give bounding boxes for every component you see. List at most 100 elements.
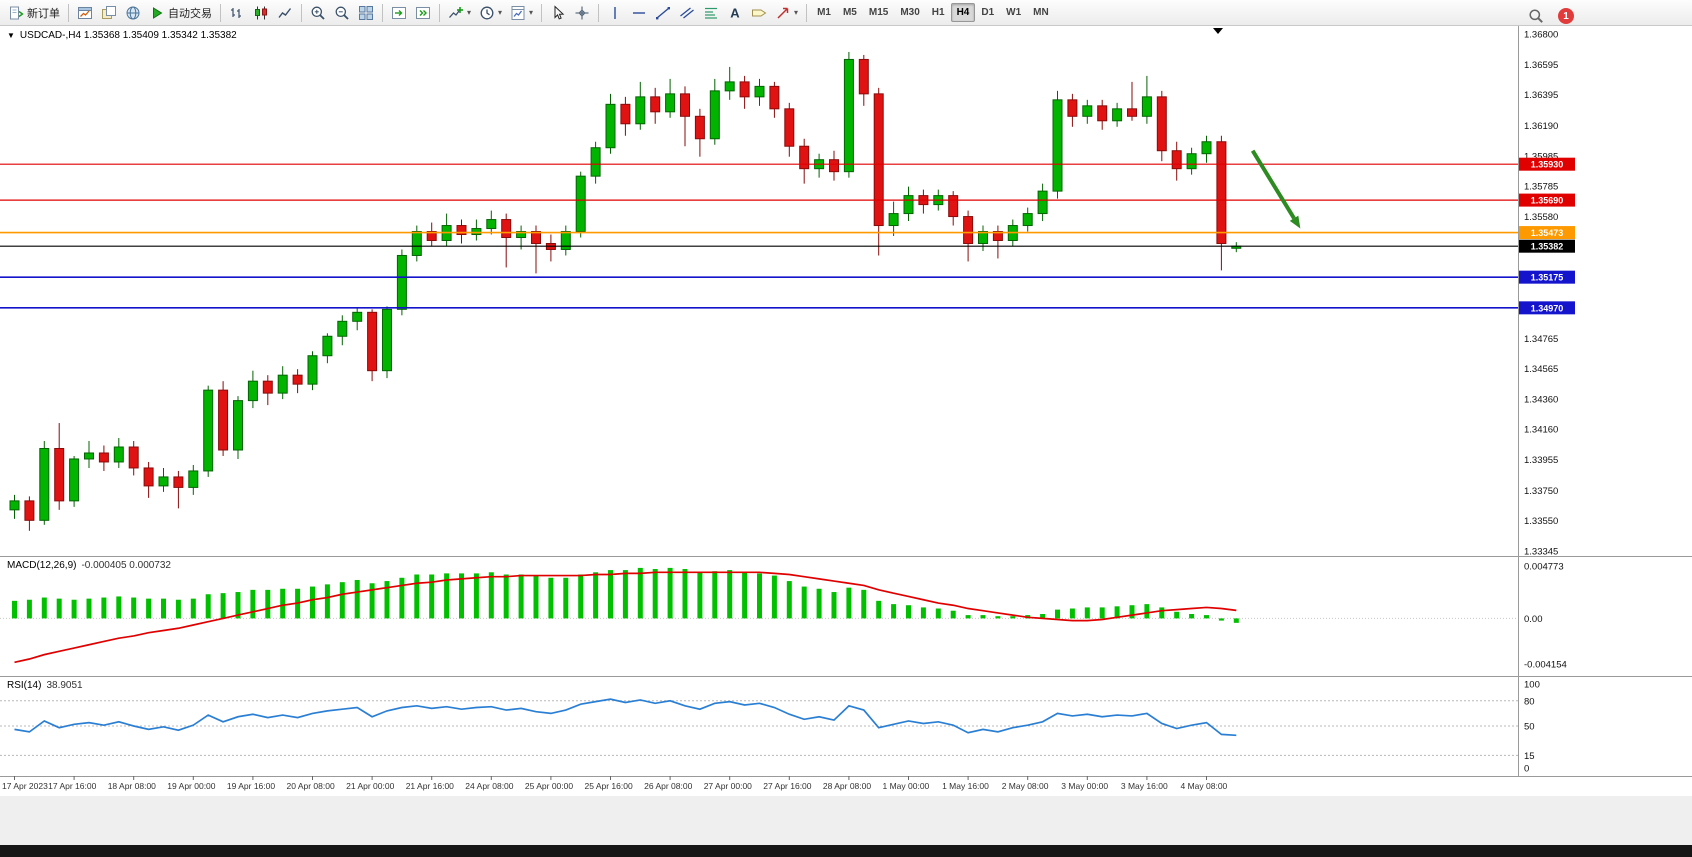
candle (531, 231, 541, 244)
timeframe-m15-button[interactable]: M15 (868, 7, 889, 18)
svg-text:0: 0 (1524, 764, 1529, 775)
label-tool-button[interactable] (747, 1, 771, 25)
candle (829, 159, 839, 173)
crosshair-button[interactable] (570, 1, 594, 25)
macd-histogram-bar (175, 599, 181, 619)
collapse-triangle-icon[interactable]: ▼ (7, 31, 15, 40)
macd-histogram-bar (1129, 605, 1135, 619)
macd-histogram-bar (26, 599, 32, 619)
candle (128, 446, 139, 469)
horizontal-line-tool-button[interactable] (627, 1, 651, 25)
candle (992, 231, 1003, 242)
macd-histogram-bar (518, 574, 524, 619)
timeframe-h1-button[interactable]: H1 (931, 7, 945, 18)
candle (396, 254, 407, 310)
macd-histogram-bar (369, 583, 375, 619)
trendline-tool-button[interactable] (651, 1, 675, 25)
tile-windows-button[interactable] (354, 1, 378, 25)
zoom-out-button[interactable] (330, 1, 354, 25)
macd-histogram-bar (414, 574, 420, 619)
macd-histogram-bar (473, 573, 479, 619)
macd-histogram-bar (1055, 609, 1060, 619)
time-axis-label: 20 Apr 08:00 (287, 781, 335, 791)
macd-histogram-bar (1174, 611, 1180, 619)
candle (84, 452, 94, 460)
svg-text:1.35690: 1.35690 (1531, 196, 1564, 206)
macd-histogram-bar (488, 572, 494, 619)
search-button[interactable] (1524, 4, 1548, 28)
candle (1156, 96, 1167, 152)
auto-trading-label: 自动交易 (168, 7, 212, 20)
channel-tool-button[interactable] (675, 1, 699, 25)
macd-histogram-bar (1218, 618, 1224, 621)
zoom-in-button[interactable] (306, 1, 330, 25)
candle (769, 85, 780, 110)
bar-chart-mode-button[interactable] (225, 1, 249, 25)
svg-text:1.35985: 1.35985 (1524, 151, 1558, 162)
magnifier-icon (1528, 8, 1544, 24)
candle (1201, 141, 1212, 155)
macd-histogram-bar (146, 598, 152, 619)
rsi-indicator-label: RSI(14) (7, 680, 42, 691)
time-axis-label: 24 Apr 08:00 (465, 781, 513, 791)
candle (1037, 190, 1048, 215)
cursor-button[interactable] (546, 1, 570, 25)
indicators-button[interactable]: ▾ (444, 1, 475, 25)
chart-shift-button[interactable] (411, 1, 435, 25)
trend-arrow-annotation[interactable] (1250, 149, 1301, 229)
time-axis-label: 25 Apr 00:00 (525, 781, 573, 791)
candle (1112, 108, 1123, 122)
macd-histogram-bar (459, 573, 464, 619)
candle (337, 320, 348, 337)
timeframe-m1-button[interactable]: M1 (817, 7, 831, 18)
candle (739, 81, 750, 98)
vline-icon (607, 5, 623, 21)
macd-histogram-bar (578, 574, 584, 619)
timeframe-mn-button[interactable]: MN (1033, 7, 1049, 18)
macd-histogram (12, 567, 1239, 623)
timeframe-d1-button[interactable]: D1 (981, 7, 995, 18)
candle (963, 216, 974, 244)
notification-badge[interactable]: 1 (1558, 8, 1574, 24)
candle (1097, 105, 1108, 122)
fibonacci-tool-button[interactable] (699, 1, 723, 25)
timeframe-m5-button[interactable]: M5 (842, 7, 857, 18)
timeframe-w1-button[interactable]: W1 (1006, 7, 1022, 18)
candle (1052, 99, 1063, 192)
data-window-button[interactable] (121, 1, 145, 25)
toolbar-separator (806, 3, 808, 22)
new-order-label: 新订单 (27, 7, 60, 20)
periods-button[interactable]: ▾ (475, 1, 506, 25)
candle (575, 175, 586, 233)
profiles-button[interactable] (97, 1, 121, 25)
timeframe-m30-button[interactable]: M30 (900, 7, 920, 18)
timeframe-h4-button[interactable]: H4 (950, 3, 976, 22)
macd-histogram-bar (1010, 616, 1016, 619)
charts-button[interactable] (73, 1, 97, 25)
svg-text:1.34160: 1.34160 (1524, 425, 1558, 436)
toolbar-right-tools: 1 (1524, 4, 1574, 28)
arrows-tool-button[interactable]: ▾ (771, 1, 802, 25)
macd-histogram-bar (712, 571, 718, 619)
time-axis-label: 27 Apr 16:00 (763, 781, 811, 791)
new-order-button[interactable]: 新订单 (4, 1, 64, 25)
macd-histogram-bar (429, 574, 435, 619)
candle (754, 85, 765, 98)
macd-histogram-bar (310, 586, 315, 619)
svg-text:1.34970: 1.34970 (1531, 303, 1564, 313)
templates-button[interactable]: ▾ (506, 1, 537, 25)
auto-scroll-button[interactable] (387, 1, 411, 25)
candle (888, 213, 899, 227)
text-tool-button[interactable]: A (723, 1, 747, 25)
macd-histogram-bar (1040, 614, 1046, 619)
macd-histogram-bar (444, 573, 450, 619)
toolbar-separator (301, 3, 302, 22)
vertical-line-tool-button[interactable] (603, 1, 627, 25)
auto-trading-button[interactable]: 自动交易 (145, 1, 216, 25)
macd-histogram-bar (161, 598, 166, 619)
macd-histogram-bar (727, 570, 733, 619)
candlestick-mode-button[interactable] (249, 1, 273, 25)
line-chart-mode-button[interactable] (273, 1, 297, 25)
chart-shift-marker[interactable] (1213, 28, 1223, 34)
